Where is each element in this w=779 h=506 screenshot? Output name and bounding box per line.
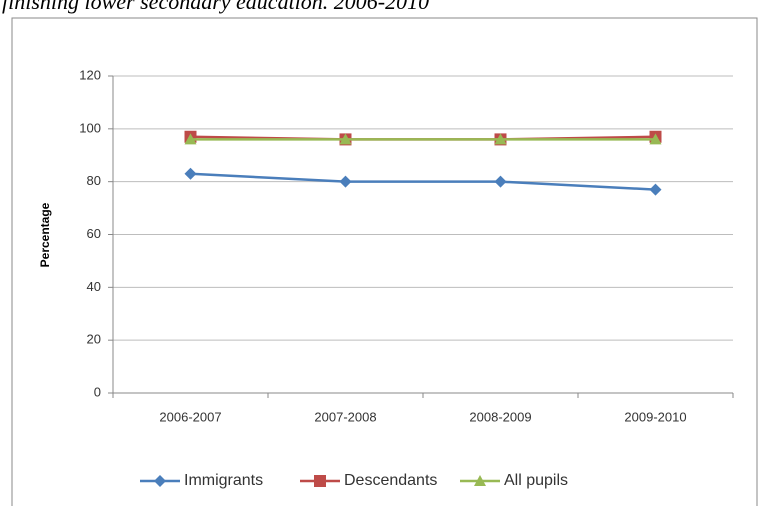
legend-marker: [474, 475, 486, 486]
y-tick-label: 20: [87, 332, 101, 347]
y-tick-label: 120: [79, 67, 101, 82]
x-tick-label: 2008-2009: [469, 409, 531, 424]
data-point: [649, 183, 662, 196]
y-tick-label: 100: [79, 120, 101, 135]
x-tick-label: 2009-2010: [624, 409, 686, 424]
y-tick-label: 0: [94, 384, 101, 399]
legend-marker: [314, 475, 326, 487]
legend-marker: [154, 475, 166, 487]
x-tick-label: 2007-2008: [314, 409, 376, 424]
y-tick-label: 40: [87, 279, 101, 294]
legend-label: All pupils: [504, 472, 568, 489]
data-point: [339, 133, 352, 145]
data-point: [184, 133, 197, 145]
data-point: [494, 133, 507, 145]
chart-title: finishing lower secondary education. 200…: [2, 0, 429, 14]
data-point: [184, 167, 197, 180]
data-point: [339, 175, 352, 188]
y-tick-label: 60: [87, 226, 101, 241]
legend-label: Immigrants: [184, 472, 263, 489]
y-tick-label: 80: [87, 173, 101, 188]
x-tick-label: 2006-2007: [159, 409, 221, 424]
data-point: [649, 133, 662, 145]
legend-label: Descendants: [344, 472, 437, 489]
series-line: [190, 172, 656, 191]
data-point: [494, 175, 507, 188]
y-axis-label: Percentage: [38, 202, 52, 267]
chart-frame: [11, 17, 758, 506]
